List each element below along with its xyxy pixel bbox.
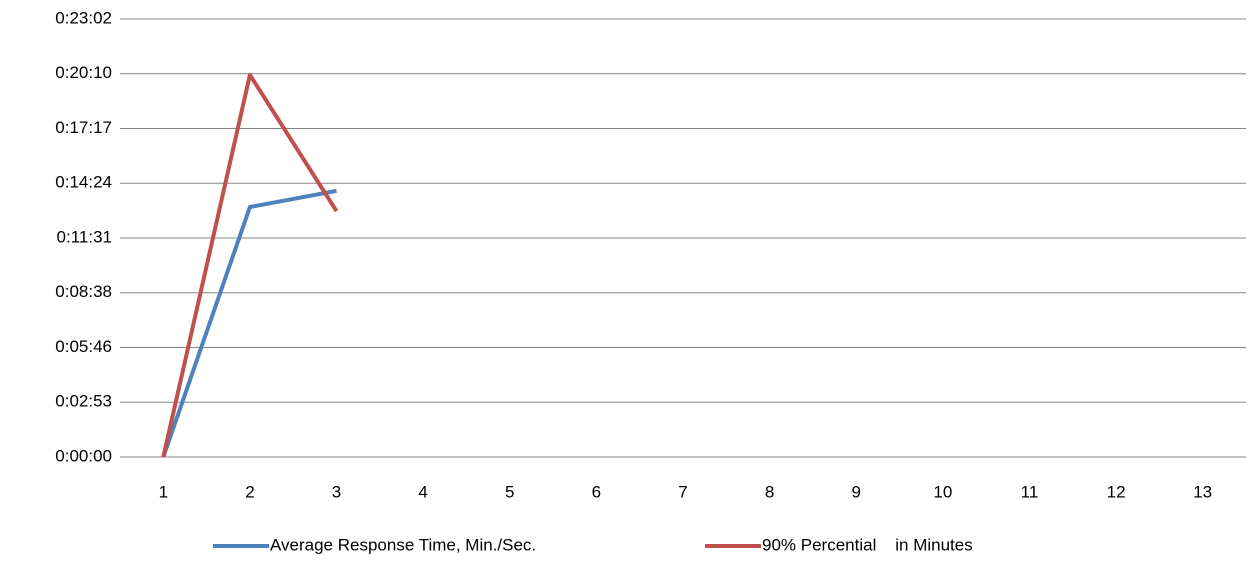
y-tick-label: 0:00:00 (55, 446, 112, 465)
y-tick-label: 0:23:02 (55, 8, 112, 27)
y-tick-label: 0:05:46 (55, 337, 112, 356)
x-tick-label: 8 (765, 482, 774, 501)
x-tick-label: 11 (1021, 482, 1039, 501)
x-tick-label: 4 (418, 482, 427, 501)
x-tick-label: 7 (678, 482, 687, 501)
x-tick-label: 3 (332, 482, 341, 501)
y-tick-label: 0:02:53 (55, 392, 112, 411)
x-tick-label: 12 (1107, 482, 1126, 501)
x-tick-label: 9 (851, 482, 860, 501)
x-tick-label: 13 (1193, 482, 1212, 501)
legend-label: 90% Percential in Minutes (762, 535, 973, 554)
y-tick-label: 0:17:17 (55, 118, 112, 137)
legend-label: Average Response Time, Min./Sec. (270, 535, 536, 554)
x-tick-label: 5 (505, 482, 514, 501)
y-tick-label: 0:11:31 (57, 227, 112, 246)
x-tick-label: 2 (245, 482, 254, 501)
x-tick-label: 10 (933, 482, 952, 501)
x-tick-label: 1 (159, 482, 168, 501)
x-tick-label: 6 (592, 482, 601, 501)
y-tick-label: 0:08:38 (55, 282, 112, 301)
y-tick-label: 0:14:24 (55, 173, 112, 192)
series-line (161, 72, 339, 458)
y-tick-label: 0:20:10 (55, 63, 112, 82)
series-line (161, 188, 337, 458)
